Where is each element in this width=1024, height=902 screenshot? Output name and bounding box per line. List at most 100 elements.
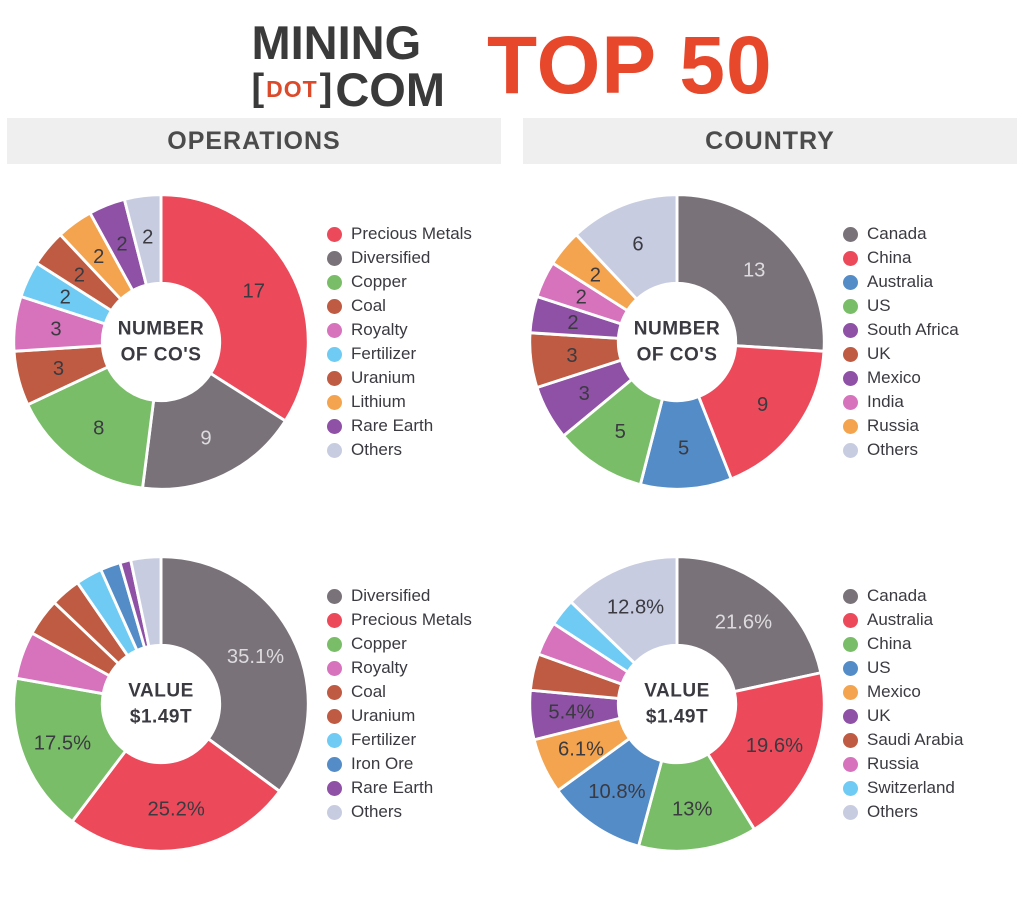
legend-item-copper: Copper <box>327 634 472 654</box>
legend-label: Royalty <box>351 658 408 677</box>
legend-color-dot <box>843 780 858 796</box>
legend-item-australia: Australia <box>843 272 959 292</box>
donut-slice-canada <box>675 555 823 693</box>
legend-color-dot <box>843 370 858 386</box>
slice-label-rare-earth: 2 <box>116 233 127 255</box>
legend-color-dot <box>327 780 342 796</box>
legend-color-dot <box>327 588 342 604</box>
legend-item-others: Others <box>843 440 959 460</box>
donut-slice-diversified <box>159 555 310 793</box>
legend-label: Uranium <box>351 706 416 725</box>
slice-label-coal: 3 <box>53 358 64 380</box>
donut-slice-diversified <box>141 372 287 491</box>
legend-item-mexico: Mexico <box>843 368 959 388</box>
legend-label: China <box>867 634 912 653</box>
slice-label-australia: 5 <box>678 437 689 459</box>
legend-item-precious-metals: Precious Metals <box>327 610 472 630</box>
donut-slice-china <box>697 344 826 481</box>
legend-color-dot <box>843 804 858 820</box>
chart-operations-count: 17 9 8 3 3 2 2 2 2 2 NUMBER OF CO'S Precious Meta… <box>7 188 501 496</box>
legend-label: Diversified <box>351 248 431 267</box>
legend-color-dot <box>327 250 342 266</box>
legend-label: Australia <box>867 272 934 291</box>
legend-item-us: US <box>843 296 959 316</box>
legend-item-lithium: Lithium <box>327 392 472 412</box>
donut-slice-copper <box>26 365 156 490</box>
legend-item-uk: UK <box>843 344 959 364</box>
legend-label: Russia <box>867 754 919 773</box>
legend-color-dot <box>843 756 858 772</box>
legend-color-dot <box>327 804 342 820</box>
legend-color-dot <box>843 226 858 242</box>
donut-slice-others <box>129 555 163 648</box>
legend-label: Rare Earth <box>351 778 434 797</box>
logo-word-com: COM <box>335 63 445 116</box>
slice-label-copper: 17.5% <box>34 732 91 754</box>
legend-color-dot <box>843 274 858 290</box>
legend-item-fertilizer: Fertilizer <box>327 730 472 750</box>
slice-label-uk: 3 <box>566 345 577 367</box>
donut-slice-others <box>569 555 679 665</box>
legend-label: Mexico <box>867 682 921 701</box>
legend-color-dot <box>843 636 858 652</box>
legend-label: India <box>867 392 904 411</box>
slice-label-mexico: 6.1% <box>558 738 604 760</box>
legend-color-dot <box>843 588 858 604</box>
donut-slice-australia <box>706 671 826 831</box>
slice-label-others: 6 <box>632 233 643 255</box>
slice-label-india: 2 <box>576 287 587 309</box>
legend-item-precious-metals: Precious Metals <box>327 224 472 244</box>
donut-country-count: 13 9 5 5 3 3 2 2 2 6 NUMBER OF CO'S <box>523 188 831 496</box>
legend-label: UK <box>867 706 891 725</box>
legend-label: Diversified <box>351 586 431 605</box>
mining-com-logo: MINING [ DOT ] COM <box>251 19 445 113</box>
legend-label: Canada <box>867 586 927 605</box>
legend-color-dot <box>327 660 342 676</box>
donut-slice-others <box>574 193 679 301</box>
slice-label-us: 5 <box>615 421 626 443</box>
legend-color-dot <box>327 756 342 772</box>
legend-color-dot <box>327 274 342 290</box>
legend-label: UK <box>867 344 891 363</box>
legend-label: Saudi Arabia <box>867 730 964 749</box>
legend-label: Others <box>351 802 403 821</box>
donut-slice-canada <box>675 193 826 353</box>
legend-item-rare-earth: Rare Earth <box>327 778 472 798</box>
legend-label: Precious Metals <box>351 224 472 243</box>
legend-color-dot <box>327 442 342 458</box>
slice-label-lithium: 2 <box>93 246 104 268</box>
legend-item-others: Others <box>843 802 963 822</box>
slice-label-others: 12.8% <box>607 596 664 618</box>
legend-item-russia: Russia <box>843 754 963 774</box>
legend-operations-value: Diversified Precious Metals Copper Royalty C… <box>327 582 472 826</box>
chart-operations-value: 35.1% 25.2% 17.5% VALUE $1.49T Diversified… <box>7 550 501 858</box>
legend-color-dot <box>843 684 858 700</box>
legend-color-dot <box>327 708 342 724</box>
logo-bracket-close: ] <box>319 66 333 109</box>
slice-label-russia: 2 <box>590 264 601 286</box>
legend-label: Coal <box>351 296 386 315</box>
slice-label-others: 2 <box>142 227 153 249</box>
legend-label: Iron Ore <box>351 754 414 773</box>
legend-color-dot <box>843 418 858 434</box>
legend-item-australia: Australia <box>843 610 963 630</box>
page-title: TOP 50 <box>486 20 773 111</box>
section-header-operations: OPERATIONS <box>7 118 501 164</box>
legend-item-canada: Canada <box>843 224 959 244</box>
legend-label: Others <box>867 802 919 821</box>
legend-color-dot <box>843 394 858 410</box>
legend-item-switzerland: Switzerland <box>843 778 963 798</box>
slice-label-diversified: 35.1% <box>227 646 284 668</box>
donut-svg-country-value: 21.6% 19.6% 13% 10.8% 6.1% 5.4% 12.8% <box>528 555 826 853</box>
donut-slice-copper <box>12 676 128 823</box>
donut-slice-precious-metals <box>159 193 310 423</box>
slice-label-china: 9 <box>757 394 768 416</box>
legend-item-coal: Coal <box>327 682 472 702</box>
logo-bracket-open: [ <box>251 66 265 109</box>
legend-label: Canada <box>867 224 927 243</box>
legend-item-russia: Russia <box>843 416 959 436</box>
slice-label-canada: 21.6% <box>715 611 772 633</box>
legend-label: Rare Earth <box>351 416 434 435</box>
legend-color-dot <box>843 660 858 676</box>
